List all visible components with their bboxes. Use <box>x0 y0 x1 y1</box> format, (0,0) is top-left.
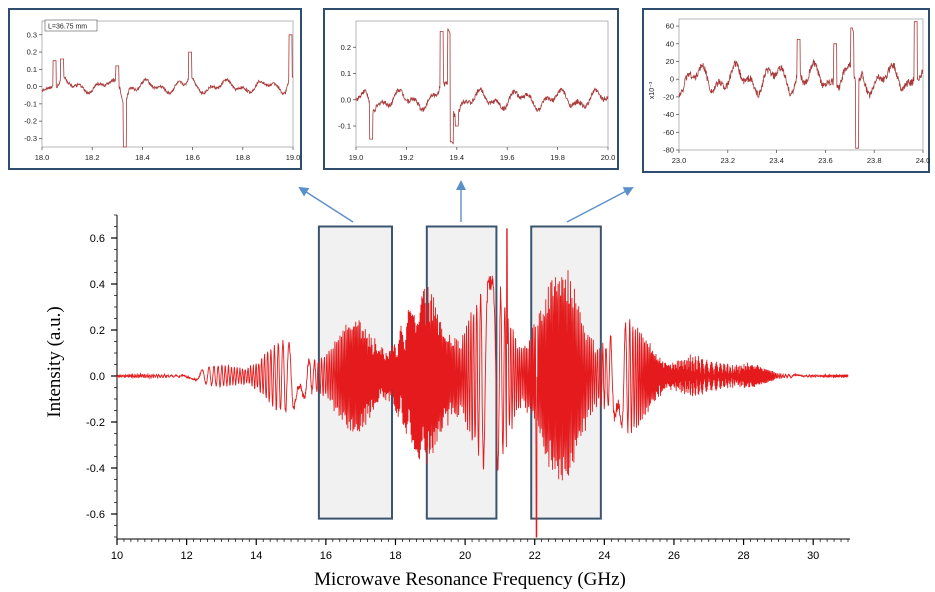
inset-chart-19-20ghz: 19.0 19.2 19.4 19.6 19.8 20.0 0.2 0.1 0.0 -0.1 <box>323 8 619 170</box>
x-tick-label: 10 <box>111 550 123 562</box>
y-tick-label: 0.4 <box>90 279 105 291</box>
inset-frame <box>323 8 619 170</box>
y-tick-label: 0.2 <box>90 325 105 337</box>
inset-legend: L=36.75 mm <box>44 19 98 32</box>
inset-y-tick-label: -20 <box>663 92 674 101</box>
inset-x-tick-label: 18.0 <box>35 153 50 162</box>
inset-y-tick-label: 0.0 <box>27 82 37 91</box>
zoom-arrows <box>298 180 634 223</box>
inset-signal-line <box>41 34 294 148</box>
inset-plot-area <box>355 20 609 148</box>
inset-y-axis-label: x10⁻³ <box>649 81 656 99</box>
inset-y-tick-label: 20 <box>666 57 674 66</box>
inset-x-tick-label: 23.6 <box>818 156 833 165</box>
signal-series-line <box>116 228 849 538</box>
inset-x-tick-label: 23.4 <box>769 156 784 165</box>
inset-x-tick-label: 20.0 <box>601 153 616 162</box>
inset-x-tick-label: 18.6 <box>185 153 200 162</box>
inset-y-tick-label: 0.2 <box>27 48 37 57</box>
x-tick-label: 14 <box>250 550 262 562</box>
inset-x-tick-label: 19.2 <box>399 153 414 162</box>
x-tick-label: 16 <box>320 550 332 562</box>
x-tick-label: 18 <box>389 550 401 562</box>
x-tick-label: 20 <box>459 550 471 562</box>
y-tick-label: 0.6 <box>90 233 105 245</box>
inset-y-tick-label: -80 <box>663 146 674 155</box>
inset-chart-23-24ghz: 23.0 23.2 23.4 23.6 23.8 24.0 60 40 20 0 -20 -40 -60… <box>642 8 931 173</box>
y-tick-label: -0.2 <box>86 417 105 429</box>
x-tick-label: 22 <box>529 550 541 562</box>
inset-signal-line <box>355 28 609 145</box>
inset-x-tick-label: 19.4 <box>449 153 464 162</box>
inset-legend-box <box>44 19 98 32</box>
inset-x-tick-label: 18.2 <box>85 153 100 162</box>
inset-y-tick-label: -0.2 <box>24 117 37 126</box>
inset-plot-area <box>678 18 924 151</box>
inset-plot-area <box>41 20 294 148</box>
inset-x-tick-label: 24.0 <box>916 156 931 165</box>
inset-legend-text: L=36.75 mm <box>48 24 87 31</box>
inset-signal-line <box>678 21 924 149</box>
inset-x-tick-label: 23.2 <box>720 156 735 165</box>
inset-y-tick-label: -0.3 <box>24 134 37 143</box>
inset-y-tick-label: 0 <box>670 75 674 84</box>
inset-x-tick-label: 23.8 <box>867 156 882 165</box>
inset-y-tick-label: 0.0 <box>341 95 351 104</box>
inset-x-tick-label: 19.6 <box>500 153 515 162</box>
inset-y-tick-label: -60 <box>663 128 674 137</box>
x-tick-label: 24 <box>598 550 610 562</box>
inset-y-tick-label: 60 <box>666 22 674 31</box>
y-tick-label: 0.0 <box>90 371 105 383</box>
inset-x-tick-label: 19.8 <box>550 153 565 162</box>
x-tick-label: 28 <box>737 550 749 562</box>
x-tick-label: 30 <box>807 550 819 562</box>
inset-x-tick-label: 18.8 <box>235 153 250 162</box>
inset-x-tick-label: 23.0 <box>672 156 687 165</box>
inset-x-tick-label: 18.4 <box>135 153 150 162</box>
inset-y-tick-label: 40 <box>666 39 674 48</box>
x-tick-label: 26 <box>668 550 680 562</box>
inset-x-tick-label: 19.0 <box>286 153 301 162</box>
inset-y-tick-label: 0.3 <box>27 30 37 39</box>
inset-chart-18-19ghz: 18.0 18.2 18.4 18.6 18.8 19.0 0.3 0.2 0.1 0.0 -0.1… <box>8 8 302 170</box>
inset-y-tick-label: -0.1 <box>338 122 351 131</box>
inset-y-tick-label: 0.2 <box>341 43 351 52</box>
y-tick-label: -0.6 <box>86 509 105 521</box>
inset-y-tick-label: -0.1 <box>24 99 37 108</box>
y-axis-title: Intensity (a.u.) <box>44 306 65 417</box>
inset-x-tick-label: 19.0 <box>349 153 364 162</box>
inset-y-tick-label: 0.1 <box>341 69 351 78</box>
main-chart: 10 12 14 16 18 20 22 24 26 28 30 0.6 0.4 0.2 0.0 -0.2 -0… <box>86 214 850 562</box>
x-axis-title: Microwave Resonance Frequency (GHz) <box>314 569 626 590</box>
x-tick-label: 12 <box>180 550 192 562</box>
inset-y-tick-label: -40 <box>663 110 674 119</box>
inset-frame <box>642 8 930 173</box>
inset-frame <box>8 8 302 170</box>
zoom-arrow-3 <box>566 187 634 223</box>
inset-y-tick-label: 0.1 <box>27 65 37 74</box>
zoom-arrow-1 <box>298 186 354 223</box>
y-tick-label: -0.4 <box>86 463 105 475</box>
